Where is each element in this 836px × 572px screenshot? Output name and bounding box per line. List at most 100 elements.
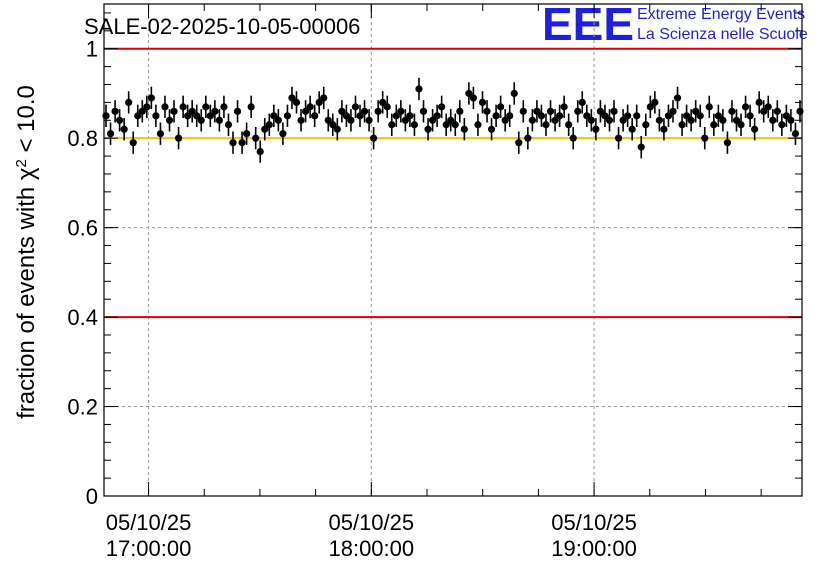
- data-point: [184, 112, 192, 120]
- data-point: [116, 116, 124, 124]
- data-point: [428, 116, 437, 124]
- data-point: [365, 116, 373, 124]
- data-point: [469, 94, 478, 102]
- data-point: [156, 130, 165, 138]
- data-point: [125, 98, 133, 106]
- data-point: [347, 116, 355, 124]
- data-point: [233, 107, 242, 115]
- data-point: [397, 107, 405, 115]
- data-point: [338, 107, 346, 115]
- data-point: [737, 121, 745, 129]
- data-point: [501, 116, 509, 124]
- y-axis-label: fraction of events with χ2 < 10.0: [13, 85, 41, 419]
- data-point: [261, 125, 269, 133]
- data-point: [311, 112, 319, 120]
- data-point: [746, 112, 754, 120]
- y-tick-label: 0.8: [67, 126, 98, 151]
- data-point: [320, 94, 328, 102]
- data-point: [120, 125, 128, 133]
- data-point: [442, 121, 450, 129]
- grid-lines: [104, 4, 802, 497]
- data-point: [551, 116, 559, 124]
- data-point: [596, 107, 605, 115]
- data-point: [633, 112, 641, 120]
- data-point: [769, 116, 777, 124]
- data-point: [773, 107, 781, 115]
- data-point: [247, 103, 255, 111]
- logo-line-1: Extreme Energy Events: [637, 6, 805, 23]
- data-point: [129, 139, 137, 147]
- data-point: [406, 112, 414, 120]
- data-point: [474, 121, 482, 129]
- data-point: [519, 107, 527, 115]
- data-point: [791, 130, 800, 138]
- data-point: [723, 139, 732, 147]
- data-point: [297, 116, 305, 124]
- data-point: [587, 116, 595, 124]
- data-point: [574, 107, 582, 115]
- data-point: [283, 112, 292, 120]
- data-point: [605, 116, 614, 124]
- data-point: [714, 112, 722, 120]
- data-point: [751, 125, 759, 133]
- y-tick-label: 0: [86, 484, 98, 509]
- data-point: [202, 103, 210, 111]
- data-point: [152, 112, 160, 120]
- data-point: [719, 116, 727, 124]
- data-points: [102, 77, 804, 163]
- data-point: [360, 107, 369, 115]
- data-point: [565, 121, 573, 129]
- data-point: [546, 107, 555, 115]
- reference-lines: [104, 47, 802, 319]
- plot-frame: [103, 3, 803, 497]
- data-point: [170, 107, 178, 115]
- data-point: [497, 103, 505, 111]
- data-point: [678, 121, 686, 129]
- data-point: [324, 116, 332, 124]
- data-point: [601, 112, 609, 120]
- data-point: [465, 89, 473, 98]
- data-point: [161, 103, 169, 111]
- x-tick-label-time: 17:00:00: [106, 536, 192, 561]
- data-point: [270, 112, 278, 120]
- y-tick-label: 0.4: [67, 305, 98, 330]
- data-point: [542, 121, 550, 129]
- data-point: [274, 116, 282, 124]
- data-point: [687, 116, 695, 124]
- data-point: [760, 107, 768, 115]
- data-point: [288, 94, 296, 102]
- data-point: [243, 130, 251, 138]
- data-point: [174, 134, 183, 142]
- data-point: [197, 116, 205, 124]
- data-point: [229, 139, 237, 147]
- data-point: [374, 107, 382, 115]
- data-point: [143, 103, 151, 111]
- data-point: [732, 116, 741, 124]
- data-point: [315, 98, 323, 106]
- data-point: [705, 103, 713, 111]
- x-tick-label-time: 19:00:00: [551, 536, 637, 561]
- data-point: [388, 121, 396, 129]
- data-point: [683, 112, 691, 120]
- data-point: [619, 116, 627, 124]
- data-point: [147, 94, 155, 102]
- data-point: [701, 134, 709, 142]
- data-point: [383, 103, 391, 111]
- data-point: [206, 112, 214, 120]
- data-point: [134, 112, 142, 120]
- data-point: [610, 107, 618, 115]
- data-point: [279, 130, 287, 138]
- data-point: [578, 98, 586, 106]
- data-point: [664, 112, 673, 120]
- logo-line-2: La Scienza nelle Scuole: [637, 26, 808, 43]
- data-point: [356, 112, 364, 120]
- data-point: [651, 98, 659, 106]
- data-point: [292, 98, 301, 106]
- data-point: [238, 139, 246, 147]
- data-point: [370, 134, 378, 142]
- data-point: [592, 125, 600, 133]
- data-point: [642, 121, 650, 129]
- x-tick-label-date: 05/10/25: [328, 510, 414, 535]
- data-point: [265, 121, 273, 129]
